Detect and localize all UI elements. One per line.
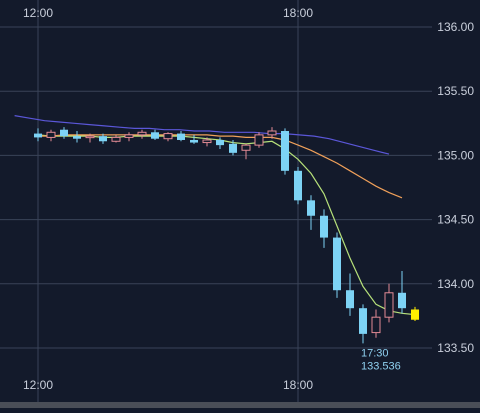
candle (202, 137, 212, 147)
moving-average-mid-line (38, 134, 403, 199)
candle-body (202, 139, 212, 144)
candle-body (398, 292, 406, 309)
candle-body (267, 130, 277, 136)
x-tick-label-top: 12:00 (23, 6, 53, 20)
candle (60, 127, 68, 139)
candle-body (254, 134, 264, 146)
candle-body (73, 136, 81, 139)
candle (99, 133, 107, 144)
annotation-price-label: 133.536 (361, 360, 401, 372)
candle-body (151, 132, 159, 139)
moving-average-long-line (14, 115, 390, 155)
candle-body (177, 133, 185, 140)
candle (137, 129, 147, 139)
y-tick-label: 135.50 (437, 84, 474, 98)
candle-body (99, 136, 107, 142)
candle-body (384, 292, 394, 318)
y-tick-label: 134.50 (437, 213, 474, 227)
candle (320, 209, 328, 248)
candle (254, 132, 264, 148)
axis-label-layer: 136.00 135.50 135.00 134.50 134.00 133.50 12:0… (23, 6, 474, 392)
moving-average-layer (14, 115, 416, 316)
candle (346, 273, 354, 316)
candle (241, 143, 251, 160)
y-tick-label: 133.50 (437, 341, 474, 355)
candle (151, 129, 159, 140)
candle (124, 132, 134, 142)
y-tick-label: 135.00 (437, 148, 474, 162)
y-tick-label: 134.00 (437, 277, 474, 291)
candle (190, 134, 198, 144)
x-tick-label-bottom: 12:00 (23, 378, 53, 392)
candle-body (124, 134, 134, 138)
candle (384, 283, 394, 323)
candle (307, 195, 315, 230)
candle (267, 127, 277, 139)
y-tick-label: 136.00 (437, 20, 474, 34)
candle (46, 129, 56, 142)
x-tick-label-top: 18:00 (283, 6, 313, 20)
candle-body (111, 136, 121, 142)
candle (398, 270, 406, 314)
candle-body (163, 133, 173, 140)
candle-body (229, 143, 237, 153)
candle (85, 133, 95, 143)
candle (34, 128, 42, 142)
candle-body (359, 308, 367, 334)
candle-body (346, 290, 354, 309)
candle (229, 139, 237, 156)
candle-body (241, 144, 251, 151)
low-annotation: 17:30 133.536 (361, 347, 401, 372)
candle (281, 128, 289, 175)
grid-layer (0, 0, 432, 402)
candle-body (46, 131, 56, 138)
annotation-time-label: 17:30 (361, 347, 389, 359)
candle-body (307, 200, 315, 216)
candle (216, 137, 224, 149)
moving-average-short-line (37, 134, 416, 316)
candle-body (85, 135, 95, 139)
candle-body (216, 139, 224, 146)
candle-body (294, 170, 302, 201)
candle (177, 131, 185, 142)
candle-body (281, 131, 289, 171)
x-tick-label-bottom: 18:00 (283, 378, 313, 392)
candle (111, 134, 121, 143)
candle (359, 304, 367, 344)
candle (371, 309, 381, 338)
candle-body (137, 131, 147, 136)
candle-layer (34, 127, 419, 344)
candle (333, 232, 341, 298)
candle-body (190, 139, 198, 143)
candle (163, 132, 173, 142)
candle-body (34, 133, 42, 138)
candle (73, 131, 81, 143)
candle-body (60, 129, 68, 137)
candle-body (371, 316, 381, 334)
horizontal-scrollbar[interactable] (0, 402, 480, 408)
candle (294, 166, 302, 205)
candle-body (320, 215, 328, 238)
candle-body (333, 237, 341, 291)
current-candle (411, 306, 419, 322)
candle-body (411, 309, 419, 320)
